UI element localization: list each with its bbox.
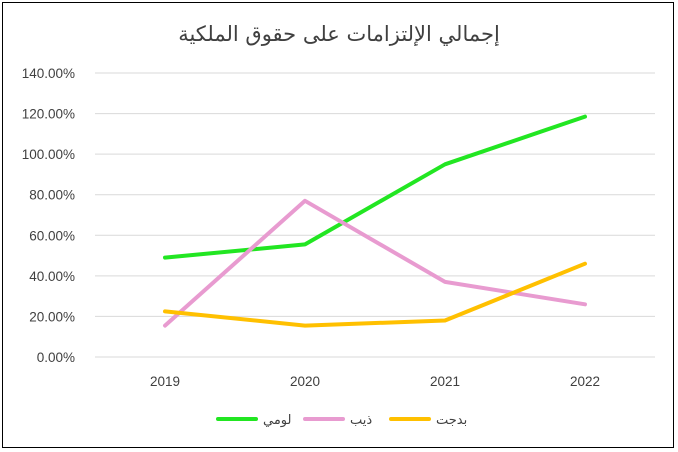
series-line (163, 261, 587, 328)
x-axis-ticks: 2019 2020 2021 2022 (150, 374, 600, 389)
y-tick-label: 100.00% (22, 147, 75, 162)
y-axis-ticks: 0.00% 20.00% 40.00% 60.00% 80.00% 100.00% 120.… (22, 66, 75, 365)
series-line (163, 198, 587, 328)
x-tick-label: 2020 (290, 374, 320, 389)
y-tick-label: 20.00% (29, 309, 75, 324)
legend-item: ذيب (303, 413, 372, 428)
x-tick-label: 2019 (150, 374, 180, 389)
x-tick-label: 2022 (570, 374, 600, 389)
legend-label: ذيب (350, 413, 372, 428)
legend: لومي ذيب بدجت (216, 413, 467, 428)
y-tick-label: 80.00% (29, 188, 75, 203)
y-tick-label: 120.00% (22, 107, 75, 122)
legend-item: بدجت (389, 413, 467, 428)
y-tick-label: 60.00% (29, 228, 75, 243)
series-line (163, 114, 587, 260)
x-tick-label: 2021 (430, 374, 460, 389)
gridlines (95, 72, 655, 358)
legend-item: لومي (216, 413, 291, 428)
y-tick-label: 0.00% (37, 350, 75, 365)
legend-label: بدجت (436, 413, 467, 428)
series-lines (163, 114, 587, 328)
y-tick-label: 140.00% (22, 66, 75, 81)
chart-title: إجمالي الإلتزامات على حقوق الملكية (178, 22, 500, 47)
legend-label: لومي (263, 413, 291, 428)
y-tick-label: 40.00% (29, 269, 75, 284)
